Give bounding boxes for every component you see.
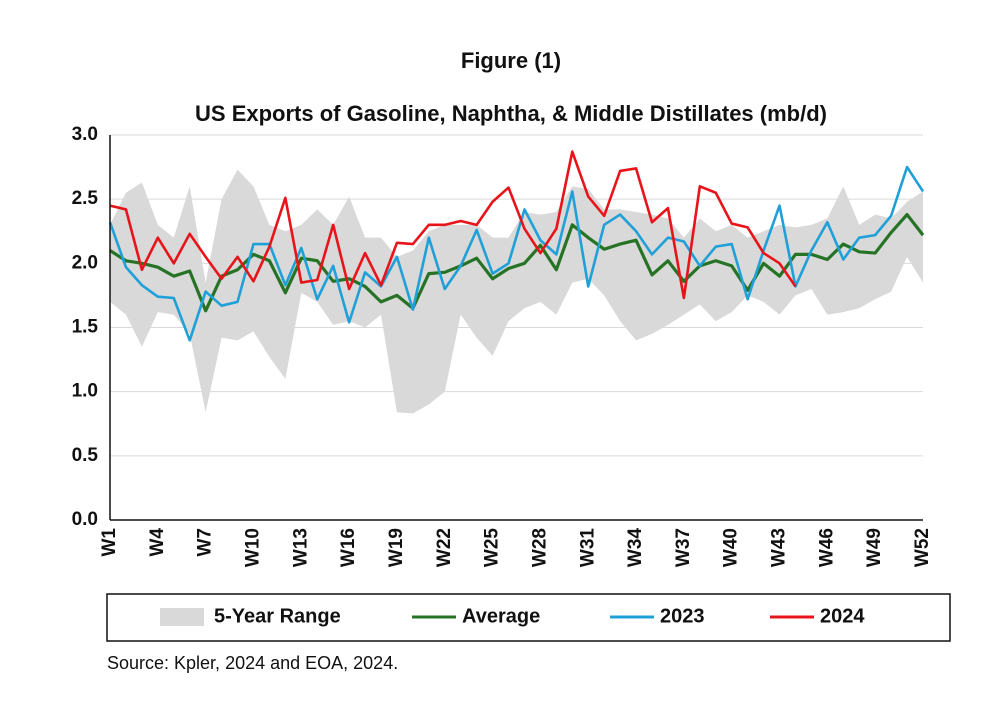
legend-label: Average — [462, 605, 540, 627]
y-tick-label: 1.0 — [72, 381, 98, 402]
x-tick-label: W31 — [577, 528, 598, 568]
x-tick-label: W22 — [434, 528, 455, 567]
y-tick-label: 1.5 — [72, 317, 99, 338]
legend-swatch — [160, 608, 204, 626]
series-line — [108, 165, 925, 342]
x-tick-label: W25 — [482, 528, 503, 568]
chart-subtitle: US Exports of Gasoline, Naphtha, & Middl… — [195, 101, 827, 126]
y-tick-label: 0.0 — [72, 509, 98, 530]
x-tick-label: W13 — [290, 528, 311, 567]
x-tick-label: W37 — [673, 528, 694, 567]
series-line — [109, 150, 797, 300]
y-tick-label: 3.0 — [72, 124, 98, 145]
x-tick-label: W7 — [195, 528, 216, 557]
x-tick-label: W28 — [529, 528, 550, 567]
x-tick-label: W4 — [147, 528, 168, 557]
legend-label: 2023 — [660, 605, 705, 627]
x-tick-label: W43 — [769, 528, 790, 567]
source-note: Source: Kpler, 2024 and EOA, 2024. — [107, 653, 398, 673]
series-line — [109, 212, 925, 313]
x-tick-label: W52 — [912, 528, 933, 567]
x-tick-label: W49 — [864, 528, 885, 567]
x-tick-label: W19 — [386, 528, 407, 567]
legend-label: 2024 — [820, 605, 865, 627]
x-tick-label: W10 — [242, 528, 263, 567]
range-area — [110, 169, 923, 414]
y-tick-label: 2.5 — [72, 188, 99, 209]
x-tick-label: W34 — [625, 528, 646, 568]
x-tick-label: W40 — [721, 528, 742, 567]
x-tick-label: W1 — [99, 528, 120, 557]
chart-title: Figure (1) — [461, 48, 561, 73]
x-tick-label: W16 — [338, 528, 359, 567]
y-tick-label: 2.0 — [72, 252, 98, 273]
y-tick-label: 0.5 — [72, 445, 99, 466]
x-tick-label: W46 — [816, 528, 837, 567]
legend-label: 5-Year Range — [214, 605, 341, 627]
legend-box — [106, 593, 951, 642]
